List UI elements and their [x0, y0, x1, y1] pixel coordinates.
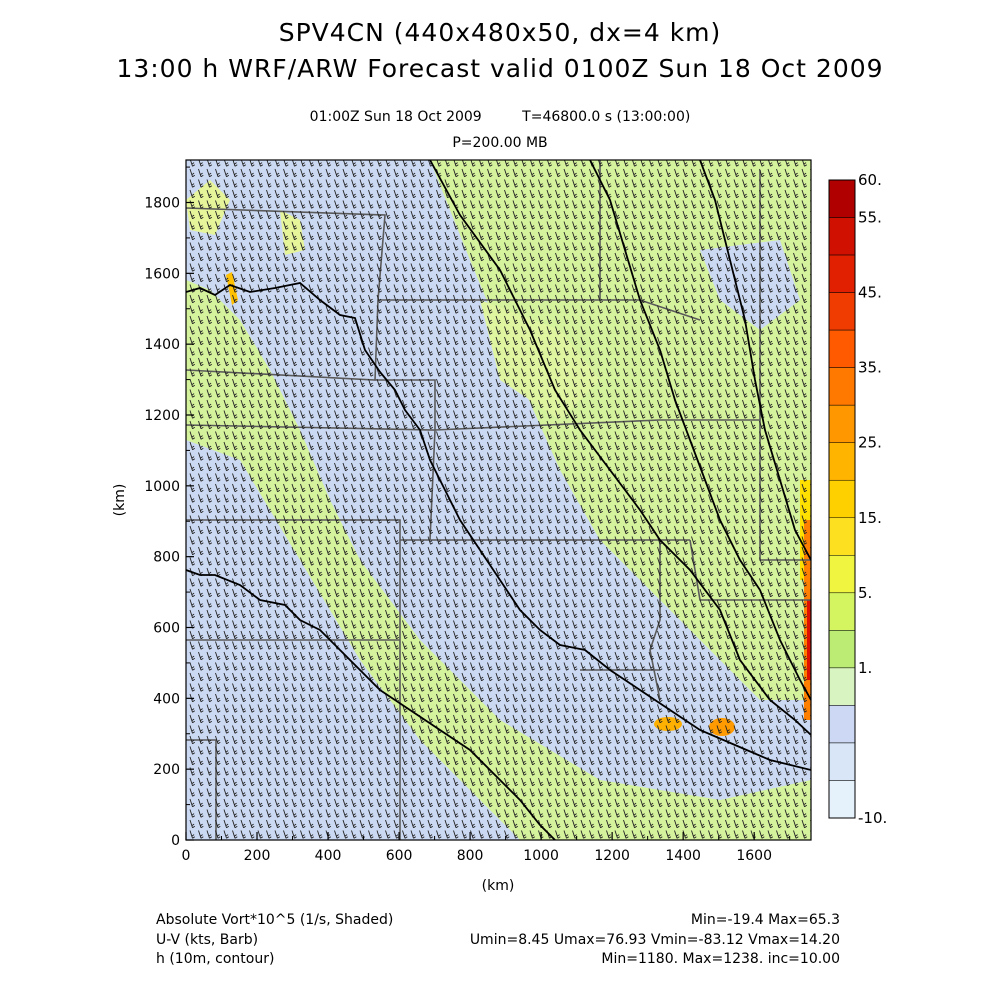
x-tick-label: 800: [457, 848, 484, 864]
colorbar-segment: [828, 329, 856, 368]
y-tick-label: 400: [153, 691, 180, 707]
colorbar-label: 35.: [858, 359, 882, 377]
colorbar-label: 55.: [858, 209, 882, 227]
footer-shaded-range: Min=-19.4 Max=65.3: [690, 912, 840, 928]
colorbar-segment: [828, 667, 856, 706]
y-tick-label: 600: [153, 621, 180, 637]
contour-3: [429, 160, 811, 736]
footer-contour-field: h (10m, contour): [156, 951, 275, 967]
contour-1: [186, 282, 811, 771]
footer-barb-range: Umin=8.45 Umax=76.93 Vmin=-83.12 Vmax=14…: [469, 931, 840, 948]
colorbar-label: 5.: [858, 584, 872, 602]
y-tick-label: 1600: [144, 266, 180, 282]
contour-5: [699, 160, 811, 561]
forecast-title: 13:00 h WRF/ARW Forecast valid 0100Z Sun…: [116, 54, 884, 83]
colorbar-segment: [828, 367, 856, 406]
colorbar-segment: [828, 292, 856, 331]
x-tick-label: 1400: [665, 848, 701, 864]
contour-2: [186, 569, 556, 840]
map-plot-area: [185, 159, 812, 841]
colorbar-label: 1.: [858, 659, 872, 677]
colorbar-segment: [828, 517, 856, 556]
colorbar-segment: [828, 780, 856, 819]
colorbar-label: 45.: [858, 284, 882, 302]
x-tick-label: 600: [386, 848, 413, 864]
x-tick-label: 1600: [736, 848, 772, 864]
x-tick-label: 200: [244, 848, 271, 864]
colorbar-label: 60.: [858, 171, 882, 189]
time-info: 01:00Z Sun 18 Oct 2009 T=46800.0 s (13:0…: [0, 109, 1000, 125]
height-contours: [186, 160, 811, 840]
colorbar-frame: [828, 179, 856, 819]
colorbar-segment: [828, 217, 856, 256]
colorbar: 60. 55. 45. 35. 25. 15. 5. 1. -10.: [828, 171, 887, 827]
colorbar-segment: [828, 630, 856, 669]
colorbar-segment: [828, 592, 856, 631]
y-tick-label: 0: [171, 833, 180, 849]
x-tick-label: 0: [182, 848, 191, 864]
x-tick-label: 1000: [523, 848, 559, 864]
x-tick-label: 400: [315, 848, 342, 864]
footer-left: Absolute Vort*10^5 (1/s, Shaded) U-V (kt…: [156, 911, 393, 970]
colorbar-label: 15.: [858, 509, 882, 527]
footer-shaded-field: Absolute Vort*10^5 (1/s, Shaded): [156, 912, 394, 928]
chart-title: SPV4CN (440x480x50, dx=4 km): [278, 18, 722, 47]
x-tick-label: 1200: [594, 848, 630, 864]
y-tick-label: 1200: [144, 408, 180, 424]
vorticity-shading: [186, 160, 811, 840]
y-tick-label: 1000: [144, 479, 180, 495]
y-tick-label: 800: [153, 550, 180, 566]
pressure-level: P=200.00 MB: [452, 135, 548, 151]
y-tick-label: 1400: [144, 337, 180, 353]
colorbar-segment: [828, 705, 856, 744]
plot-frame: [185, 159, 812, 841]
x-axis-label: (km): [482, 878, 515, 894]
colorbar-label: -10.: [858, 809, 887, 827]
colorbar-segment: [828, 742, 856, 781]
footer-contour-range: Min=1180. Max=1238. inc=10.00: [601, 951, 840, 967]
colorbar-segment: [828, 179, 856, 218]
x-axis: 0 200 400 600 800 1000 1200 1400 1600: [182, 832, 791, 864]
footer-right: Min=-19.4 Max=65.3 Umin=8.45 Umax=76.93 …: [470, 911, 840, 970]
colorbar-segment: [828, 555, 856, 594]
colorbar-segment: [828, 254, 856, 293]
contour-4: [589, 160, 811, 701]
sim-time: T=46800.0 s (13:00:00): [522, 109, 691, 125]
y-axis: 0 200 400 600 800 1000 1200 1400 1600 1800: [144, 166, 194, 849]
footer-barb-field: U-V (kts, Barb): [156, 931, 259, 948]
y-tick-label: 200: [153, 762, 180, 778]
y-axis-label: (km): [112, 484, 128, 517]
valid-time: 01:00Z Sun 18 Oct 2009: [309, 109, 482, 125]
colorbar-segment: [828, 479, 856, 519]
y-tick-label: 1800: [144, 196, 180, 212]
wind-barbs: [186, 160, 811, 840]
colorbar-label: 25.: [858, 434, 882, 452]
colorbar-segment: [828, 404, 856, 443]
colorbar-segment: [828, 442, 856, 481]
